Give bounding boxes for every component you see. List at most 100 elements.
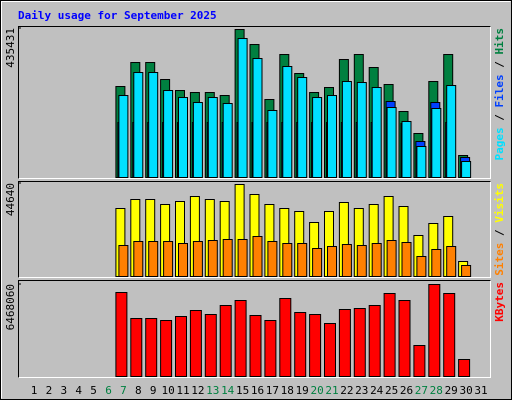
bar bbox=[461, 265, 472, 277]
bar bbox=[458, 359, 471, 377]
x-tick-label: 10 bbox=[161, 384, 174, 397]
x-tick-label: 20 bbox=[310, 384, 323, 397]
legend-separator: / bbox=[493, 108, 506, 128]
bar bbox=[207, 240, 218, 277]
x-tick-label: 29 bbox=[445, 384, 458, 397]
x-tick-label: 9 bbox=[150, 384, 157, 397]
bar bbox=[431, 249, 442, 277]
bar bbox=[341, 244, 352, 277]
panel-shadow bbox=[18, 280, 491, 378]
x-tick-label: 26 bbox=[400, 384, 413, 397]
bar bbox=[341, 81, 352, 178]
bar bbox=[413, 345, 426, 377]
x-tick-label: 13 bbox=[206, 384, 219, 397]
x-tick-label: 16 bbox=[251, 384, 264, 397]
x-tick-label: 30 bbox=[459, 384, 472, 397]
legend-separator: / bbox=[493, 55, 506, 75]
bar bbox=[431, 108, 442, 178]
y-tick-label: 435431 bbox=[4, 28, 17, 68]
legend-entry: Files bbox=[493, 74, 506, 107]
bar bbox=[145, 318, 158, 377]
bar bbox=[267, 241, 278, 277]
bar bbox=[282, 243, 293, 277]
bar bbox=[148, 241, 159, 277]
bar bbox=[219, 305, 232, 377]
x-tick-label: 2 bbox=[46, 384, 53, 397]
panel-shadow bbox=[18, 26, 491, 179]
bar bbox=[356, 82, 367, 178]
bar bbox=[222, 239, 233, 277]
bar bbox=[163, 241, 174, 277]
x-tick-label: 22 bbox=[340, 384, 353, 397]
bar bbox=[118, 95, 129, 178]
x-tick-label: 5 bbox=[90, 384, 97, 397]
bar bbox=[461, 161, 472, 179]
bar bbox=[178, 97, 188, 178]
bar bbox=[237, 38, 248, 178]
x-tick-label: 17 bbox=[266, 384, 279, 397]
bar bbox=[356, 245, 367, 277]
x-tick-label: 7 bbox=[120, 384, 127, 397]
bar bbox=[163, 90, 174, 178]
bar bbox=[192, 241, 203, 277]
bar bbox=[446, 85, 457, 178]
x-tick-label: 15 bbox=[236, 384, 249, 397]
bar bbox=[133, 241, 144, 277]
bar bbox=[386, 240, 397, 277]
bar bbox=[118, 245, 129, 277]
x-tick-label: 6 bbox=[105, 384, 112, 397]
x-tick-label: 21 bbox=[325, 384, 338, 397]
bar bbox=[353, 308, 366, 377]
bar bbox=[327, 95, 337, 178]
bar bbox=[207, 97, 218, 178]
bar bbox=[383, 293, 396, 377]
bar bbox=[327, 246, 337, 277]
bar bbox=[267, 110, 278, 178]
x-tick-label: 25 bbox=[385, 384, 398, 397]
bar bbox=[115, 292, 128, 377]
legend: Pages / Files / Hits bbox=[493, 28, 506, 161]
bar bbox=[416, 256, 427, 277]
legend: Sites / Visits bbox=[493, 183, 506, 276]
y-tick-label: 6468060 bbox=[4, 284, 17, 330]
x-tick-label: 4 bbox=[75, 384, 82, 397]
bar bbox=[249, 315, 262, 377]
x-tick-label: 14 bbox=[221, 384, 235, 397]
bar bbox=[282, 66, 293, 178]
legend-separator: / bbox=[493, 223, 506, 243]
bar bbox=[443, 293, 456, 377]
bar bbox=[160, 320, 173, 377]
bar bbox=[312, 97, 323, 178]
bar bbox=[252, 236, 263, 277]
bar bbox=[279, 298, 292, 377]
bar bbox=[237, 239, 248, 277]
x-tick-label: 31 bbox=[474, 384, 487, 397]
bar bbox=[148, 72, 159, 178]
bar bbox=[130, 318, 143, 377]
x-tick-label: 23 bbox=[355, 384, 368, 397]
bar bbox=[294, 312, 307, 377]
x-tick-label: 3 bbox=[60, 384, 67, 397]
y-tick-label: 44640 bbox=[4, 183, 17, 216]
bar bbox=[204, 314, 217, 377]
bar bbox=[416, 146, 427, 178]
x-tick-label: 8 bbox=[135, 384, 142, 397]
legend-entry: Visits bbox=[493, 183, 506, 223]
bar bbox=[386, 107, 397, 178]
legend: KBytes bbox=[493, 282, 506, 322]
bar bbox=[371, 87, 382, 178]
bar bbox=[264, 320, 277, 377]
bar bbox=[446, 246, 457, 277]
bar bbox=[324, 323, 336, 377]
bar bbox=[133, 72, 144, 178]
bar bbox=[297, 77, 308, 178]
x-tick-label: 18 bbox=[281, 384, 294, 397]
x-tick-label: 28 bbox=[430, 384, 443, 397]
x-tick-label: 19 bbox=[296, 384, 309, 397]
x-tick-label: 11 bbox=[176, 384, 189, 397]
x-tick-label: 1 bbox=[31, 384, 38, 397]
bar bbox=[428, 284, 441, 377]
